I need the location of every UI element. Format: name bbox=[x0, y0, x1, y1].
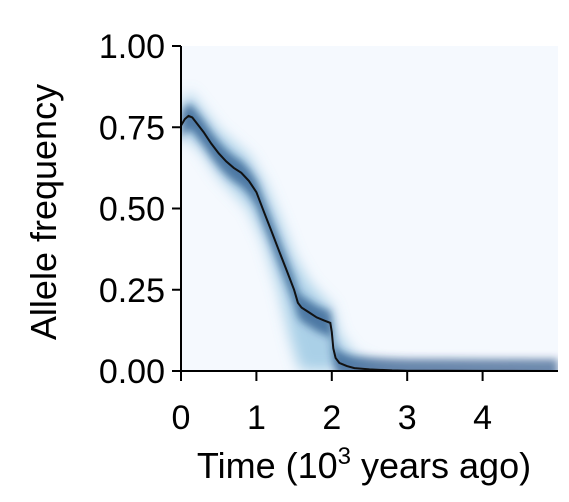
x-tick-label: 0 bbox=[172, 399, 191, 437]
y-tick-label: 1.00 bbox=[99, 28, 165, 66]
y-axis-label: Allele frequency bbox=[23, 84, 64, 340]
y-tick-label: 0.50 bbox=[99, 191, 165, 229]
x-axis: 0 1 2 3 4 bbox=[172, 370, 558, 437]
y-tick-label: 0.25 bbox=[99, 272, 165, 310]
y-tick-label: 0.75 bbox=[99, 109, 165, 147]
mean-frequency-line bbox=[180, 114, 559, 372]
plot-background bbox=[181, 46, 558, 371]
x-tick-label: 4 bbox=[473, 399, 492, 437]
x-tick-label: 3 bbox=[398, 399, 417, 437]
x-tick-label: 1 bbox=[247, 399, 266, 437]
x-axis-label: Time (103 years ago) bbox=[197, 443, 531, 486]
y-tick-label: 0.00 bbox=[99, 353, 165, 391]
x-tick-label: 2 bbox=[322, 399, 341, 437]
y-axis: 0.00 0.25 0.50 0.75 1.00 bbox=[99, 28, 182, 391]
